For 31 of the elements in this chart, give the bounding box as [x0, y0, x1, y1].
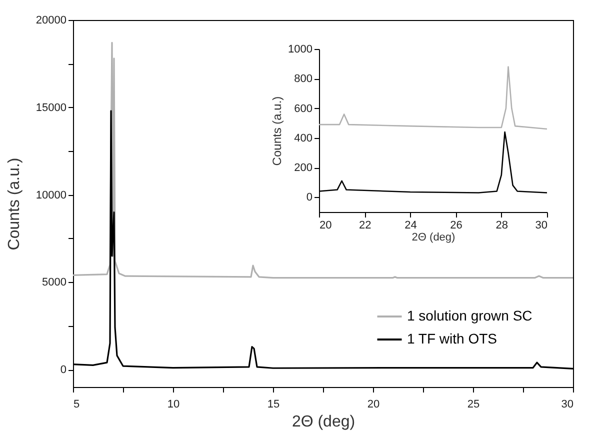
x-tick-label: 20: [367, 398, 380, 410]
x-tick-label: 26: [450, 220, 462, 232]
x-axis-title: 2Θ (deg): [292, 414, 356, 430]
y-tick-label: 600: [294, 102, 312, 115]
y-axis-title: Counts (a.u.): [270, 96, 284, 166]
y-tick-label: 15000: [36, 102, 66, 114]
y-tick-label: 10000: [36, 189, 66, 202]
x-axis-title: 2Θ (deg): [412, 232, 456, 244]
x-tick-label: 5: [74, 398, 80, 410]
x-tick-label: 15: [267, 398, 280, 410]
line-series: [72, 42, 574, 279]
x-tick-label: 22: [358, 220, 372, 232]
y-tick-label: 800: [294, 73, 312, 86]
y-tick-label: 0: [306, 192, 312, 204]
x-tick-label: 30: [535, 220, 548, 232]
line-series: [318, 66, 548, 130]
y-tick-label: 20000: [36, 14, 66, 26]
y-axis-title: Counts (a.u.): [6, 158, 23, 250]
x-tick-label: 28: [496, 220, 508, 232]
y-tick-label: 5000: [42, 276, 66, 289]
legend-label: 1 TF with OTS: [407, 330, 497, 346]
y-tick-label: 1000: [288, 44, 312, 56]
legend-label: 1 solution grown SC: [407, 308, 532, 324]
x-tick-label: 20: [320, 220, 332, 232]
y-tick-label: 0: [60, 364, 66, 376]
x-tick-label: 24: [404, 220, 417, 232]
x-tick-label: 25: [467, 398, 480, 410]
x-tick-label: 30: [561, 398, 574, 410]
y-tick-label: 200: [294, 162, 312, 174]
y-tick-label: 400: [294, 132, 312, 144]
x-tick-label: 10: [167, 398, 180, 410]
